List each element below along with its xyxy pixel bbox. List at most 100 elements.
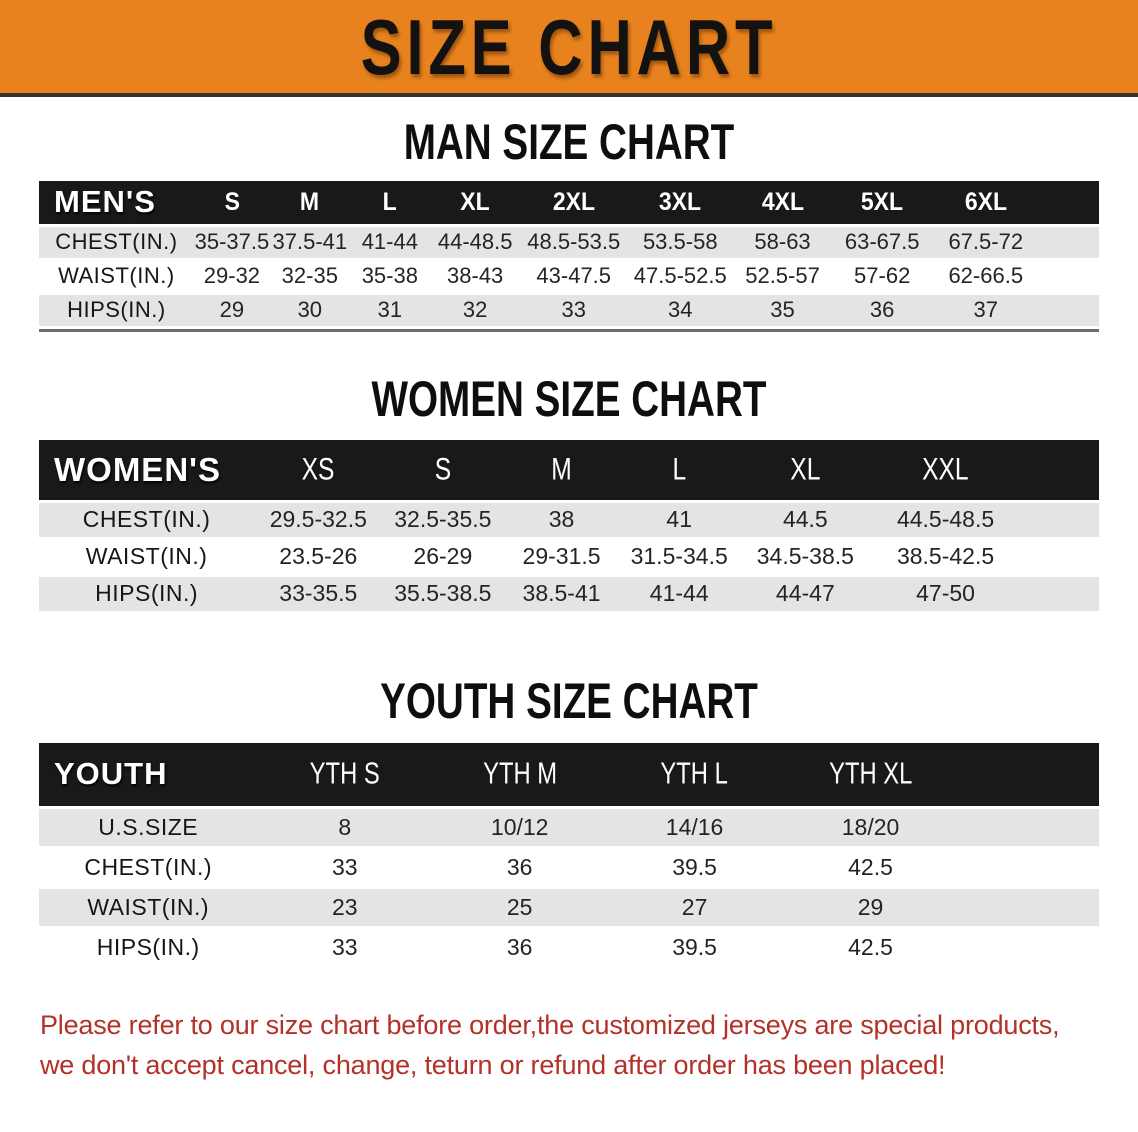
table-cell: 42.5 xyxy=(782,928,1099,969)
table-cell: 26-29 xyxy=(382,539,504,577)
disclaimer-line-1: Please refer to our size chart before or… xyxy=(40,1009,1060,1040)
youth-col-m: YTH M xyxy=(432,742,608,809)
table-cell: 47-50 xyxy=(872,576,1099,614)
men-col-s: S xyxy=(193,180,271,227)
table-cell: 38.5-41 xyxy=(503,576,620,614)
table-cell: 39.5 xyxy=(607,848,783,889)
table-cell: 44-48.5 xyxy=(430,226,521,261)
table-cell: 44-47 xyxy=(738,576,873,614)
table-cell: 53.5-58 xyxy=(627,226,734,261)
table-cell: 67.5-72 xyxy=(932,226,1099,261)
youth-ussize-row: U.S.SIZE 8 10/12 14/16 18/20 xyxy=(39,808,1099,849)
row-label: CHEST(IN.) xyxy=(39,848,258,889)
men-col-l: L xyxy=(349,180,431,227)
table-cell: 27 xyxy=(607,888,783,929)
table-cell: 57-62 xyxy=(831,260,933,295)
table-cell: 33 xyxy=(257,928,433,969)
disclaimer-line-2: we don't accept cancel, change, teturn o… xyxy=(40,1050,946,1081)
table-cell: 29-31.5 xyxy=(503,539,620,577)
men-table-title: MEN'S xyxy=(39,180,194,227)
banner: SIZE CHART xyxy=(0,0,1138,97)
women-table-title: WOMEN'S xyxy=(39,439,255,503)
table-cell: 47.5-52.5 xyxy=(627,260,734,295)
youth-heading: YOUTH SIZE CHART xyxy=(380,672,758,729)
men-hips-row: HIPS(IN.) 29 30 31 32 33 34 35 36 37 xyxy=(39,294,1099,329)
women-col-m: M xyxy=(503,439,620,503)
table-cell: 38-43 xyxy=(430,260,521,295)
women-col-xxl: XXL xyxy=(872,439,1099,503)
men-col-4xl: 4XL xyxy=(733,180,832,227)
table-cell: 29 xyxy=(193,294,271,329)
table-cell: 33 xyxy=(257,848,433,889)
table-cell: 33-35.5 xyxy=(254,576,383,614)
men-section: MAN SIZE CHART MEN'S S M L XL 2XL 3XL 4X… xyxy=(0,117,1138,332)
table-cell: 29-32 xyxy=(193,260,271,295)
row-label: HIPS(IN.) xyxy=(39,928,258,969)
men-col-6xl: 6XL xyxy=(932,180,1099,227)
row-label: HIPS(IN.) xyxy=(39,294,194,329)
women-col-xl: XL xyxy=(738,439,873,503)
table-cell: 48.5-53.5 xyxy=(520,226,628,261)
women-section: WOMEN SIZE CHART WOMEN'S XS S M L XL XXL… xyxy=(0,374,1138,614)
table-cell: 44.5 xyxy=(738,502,873,540)
table-cell: 32.5-35.5 xyxy=(382,502,504,540)
men-size-table: MEN'S S M L XL 2XL 3XL 4XL 5XL 6XL CHEST… xyxy=(39,180,1099,332)
table-cell: 35.5-38.5 xyxy=(382,576,504,614)
women-waist-row: WAIST(IN.) 23.5-26 26-29 29-31.5 31.5-34… xyxy=(39,539,1099,577)
table-cell: 52.5-57 xyxy=(733,260,832,295)
table-cell: 29 xyxy=(782,888,1099,929)
row-label: WAIST(IN.) xyxy=(39,260,194,295)
women-col-s: S xyxy=(382,439,504,503)
men-col-3xl: 3XL xyxy=(627,180,734,227)
youth-col-s: YTH S xyxy=(257,742,433,809)
table-cell: 31 xyxy=(349,294,431,329)
men-col-xl: XL xyxy=(430,180,521,227)
men-chest-row: CHEST(IN.) 35-37.5 37.5-41 41-44 44-48.5… xyxy=(39,226,1099,261)
table-cell: 41-44 xyxy=(619,576,739,614)
table-cell: 41 xyxy=(619,502,739,540)
table-cell: 36 xyxy=(432,928,608,969)
table-cell: 36 xyxy=(432,848,608,889)
table-cell: 34.5-38.5 xyxy=(738,539,873,577)
row-label: WAIST(IN.) xyxy=(39,539,255,577)
table-cell: 38.5-42.5 xyxy=(872,539,1099,577)
row-label: WAIST(IN.) xyxy=(39,888,258,929)
table-cell: 14/16 xyxy=(607,808,783,849)
table-cell: 29.5-32.5 xyxy=(254,502,383,540)
youth-waist-row: WAIST(IN.) 23 25 27 29 xyxy=(39,888,1099,929)
banner-title: SIZE CHART xyxy=(360,2,778,91)
table-cell: 18/20 xyxy=(782,808,1099,849)
table-cell: 25 xyxy=(432,888,608,929)
men-col-5xl: 5XL xyxy=(831,180,933,227)
youth-header-row: YOUTH YTH S YTH M YTH L YTH XL xyxy=(39,742,1099,809)
women-header-row: WOMEN'S XS S M L XL XXL xyxy=(39,439,1099,503)
women-col-xs: XS xyxy=(254,439,383,503)
table-cell: 63-67.5 xyxy=(831,226,933,261)
table-cell: 44.5-48.5 xyxy=(872,502,1099,540)
table-cell: 62-66.5 xyxy=(932,260,1099,295)
youth-col-xl: YTH XL xyxy=(782,742,1099,809)
table-cell: 8 xyxy=(257,808,433,849)
women-hips-row: HIPS(IN.) 33-35.5 35.5-38.5 38.5-41 41-4… xyxy=(39,576,1099,614)
table-cell: 33 xyxy=(520,294,628,329)
youth-section: YOUTH SIZE CHART YOUTH YTH S YTH M YTH L… xyxy=(0,672,1138,969)
row-label: CHEST(IN.) xyxy=(39,226,194,261)
youth-hips-row: HIPS(IN.) 33 36 39.5 42.5 xyxy=(39,928,1099,969)
row-label: U.S.SIZE xyxy=(39,808,258,849)
men-waist-row: WAIST(IN.) 29-32 32-35 35-38 38-43 43-47… xyxy=(39,260,1099,295)
table-cell: 32-35 xyxy=(270,260,350,295)
table-cell: 10/12 xyxy=(432,808,608,849)
table-cell: 42.5 xyxy=(782,848,1099,889)
men-col-2xl: 2XL xyxy=(520,180,628,227)
men-header-row: MEN'S S M L XL 2XL 3XL 4XL 5XL 6XL xyxy=(39,180,1099,227)
table-cell: 31.5-34.5 xyxy=(619,539,739,577)
table-cell: 35 xyxy=(733,294,832,329)
women-col-l: L xyxy=(619,439,739,503)
table-cell: 23.5-26 xyxy=(254,539,383,577)
table-cell: 58-63 xyxy=(733,226,832,261)
table-cell: 39.5 xyxy=(607,928,783,969)
disclaimer: Please refer to our size chart before or… xyxy=(40,1005,1138,1086)
table-cell: 41-44 xyxy=(349,226,431,261)
youth-table-title: YOUTH xyxy=(39,742,258,809)
table-cell: 34 xyxy=(627,294,734,329)
